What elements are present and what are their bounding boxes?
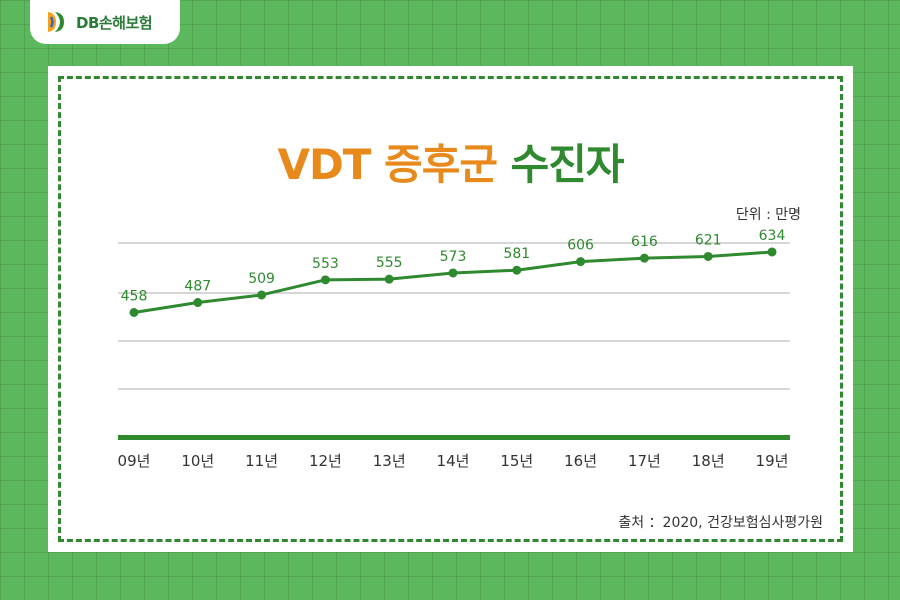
x-tick-label: 09년 [118,452,151,470]
chart-title: VDT 증후군 수진자 [48,144,853,186]
data-label: 616 [631,234,658,250]
logo[interactable]: DB손해보험 [30,0,180,44]
x-tick-label: 11년 [245,452,278,470]
x-tick-label: 15년 [500,452,533,470]
data-point [257,290,267,300]
data-label: 581 [503,246,530,262]
data-point [384,274,394,284]
x-tick-label: 17년 [628,452,661,470]
x-axis-baseline [118,435,790,440]
x-tick-label: 19년 [756,452,789,470]
data-label: 634 [759,228,786,244]
x-tick-label: 13년 [373,452,406,470]
title-part-green: 수진자 [510,140,625,189]
data-point [193,298,203,308]
data-point [129,308,139,317]
line-chart: 458 487 509 553 555 573 581 606 616 621 634 09년 10년 1… [118,228,790,470]
data-point [767,247,777,257]
data-point [512,265,522,275]
data-point [320,275,330,285]
x-tick-label: 12년 [309,452,342,470]
data-label: 606 [567,238,594,254]
data-label: 487 [184,279,211,295]
chart-card: VDT 증후군 수진자 단위 : 만명 출처 ：2020, 건강보험심사평가원 … [48,66,853,552]
data-label: 553 [312,256,339,272]
logo-text: DB손해보험 [76,13,153,32]
data-label: 621 [695,232,722,248]
data-label: 458 [121,289,148,305]
data-label: 509 [248,271,275,287]
data-label: 555 [376,255,403,271]
data-point [639,253,649,263]
data-point [703,251,713,261]
data-point [576,257,586,267]
db-logo-icon [48,12,64,32]
x-tick-label: 18년 [692,452,725,470]
source-label: 출처 ：2020, 건강보험심사평가원 [618,515,823,531]
x-tick-label: 10년 [181,452,214,470]
title-part-orange: VDT 증후군 [277,140,498,189]
x-tick-label: 16년 [564,452,597,470]
unit-label: 단위 : 만명 [735,207,801,223]
data-label: 573 [440,249,467,265]
x-tick-label: 14년 [437,452,470,470]
data-point [448,268,458,278]
